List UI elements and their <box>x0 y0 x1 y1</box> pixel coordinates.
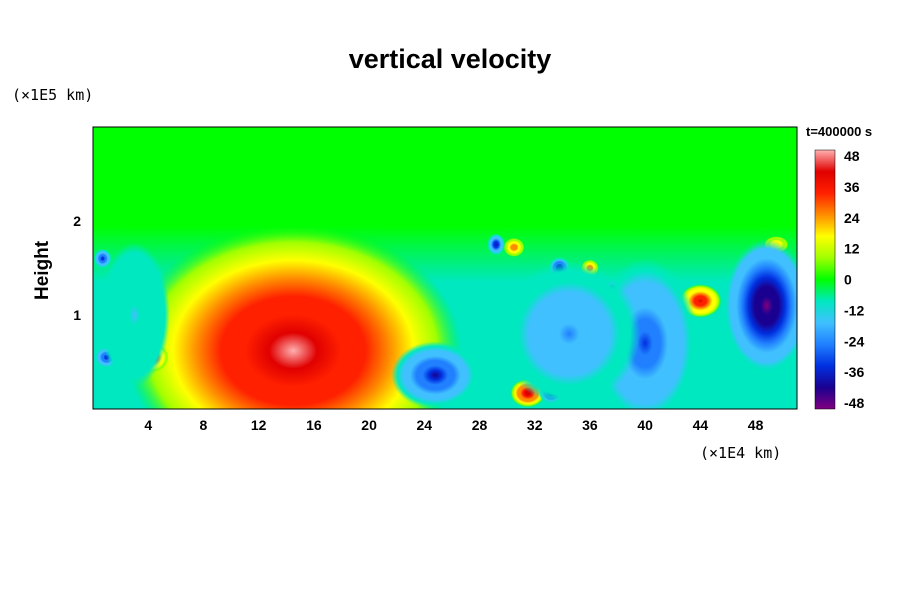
heatmap-feature <box>494 257 644 409</box>
x-tick-label: 40 <box>637 417 653 433</box>
heatmap-feature <box>502 237 526 258</box>
x-tick-label: 48 <box>748 417 764 433</box>
heatmap-feature <box>486 233 506 256</box>
colorbar-tick-label: -12 <box>844 302 864 318</box>
x-tick-label: 44 <box>693 417 709 433</box>
x-tick-label: 8 <box>200 417 208 433</box>
plot-frame <box>92 126 798 410</box>
colorbar-tick-label: -36 <box>844 364 864 380</box>
x-tick-label: 28 <box>472 417 488 433</box>
heatmap-feature <box>388 339 482 409</box>
y-unit-label: (×1E5 km) <box>12 86 94 104</box>
x-tick-label: 16 <box>306 417 322 433</box>
time-label: t=400000 s <box>806 124 873 139</box>
colorbar-tick-label: -24 <box>844 333 864 349</box>
x-tick-label: 20 <box>361 417 377 433</box>
x-unit-label: (×1E4 km) <box>700 444 782 462</box>
x-tick-label: 36 <box>582 417 598 433</box>
x-tick-label: 12 <box>251 417 267 433</box>
colorbar-tick-label: 48 <box>844 148 860 164</box>
y-tick-label: 2 <box>73 213 81 229</box>
colorbar-tick-label: 12 <box>844 241 860 257</box>
x-tick-label: 32 <box>527 417 543 433</box>
heatmap-field <box>93 127 797 409</box>
chart-title: vertical velocity <box>348 44 552 74</box>
colorbar-tick-label: 0 <box>844 272 852 288</box>
colorbar-tick-label: 24 <box>844 210 860 226</box>
y-tick-label: 1 <box>73 307 81 323</box>
heatmap-feature <box>721 235 797 376</box>
colorbar-tick-label: -48 <box>844 395 864 411</box>
colorbar <box>814 149 836 410</box>
heatmap-feature <box>97 238 172 392</box>
heatmap-feature <box>116 217 471 409</box>
x-tick-label: 24 <box>417 417 433 433</box>
colorbar-tick-label: 36 <box>844 179 860 195</box>
x-tick-label: 4 <box>144 417 152 433</box>
